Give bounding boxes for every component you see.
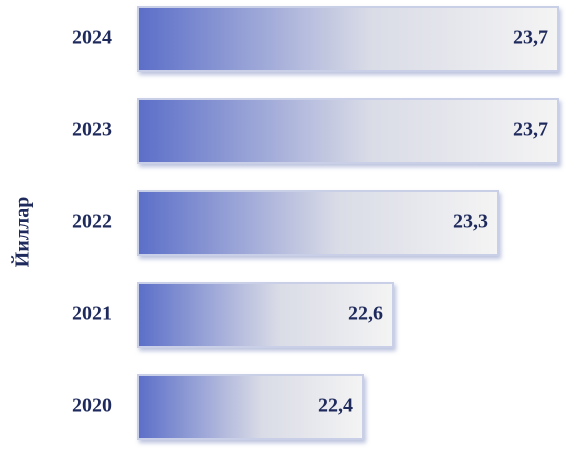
bar: [137, 374, 364, 440]
y-axis-label: Йиллар: [11, 197, 34, 268]
value-label: 23,7: [513, 119, 548, 141]
value-label: 23,7: [513, 27, 548, 49]
value-label: 22,6: [348, 303, 383, 325]
y-tick-label: 2020: [72, 395, 112, 417]
bar: [137, 282, 394, 348]
bar: [137, 6, 559, 72]
bar: [137, 98, 559, 164]
bar: [137, 190, 499, 256]
y-tick-label: 2024: [72, 27, 112, 49]
value-label: 22,4: [318, 395, 353, 417]
value-label: 23,3: [453, 211, 488, 233]
y-tick-label: 2023: [72, 119, 112, 141]
y-tick-label: 2022: [72, 211, 112, 233]
y-tick-label: 2021: [72, 303, 112, 325]
